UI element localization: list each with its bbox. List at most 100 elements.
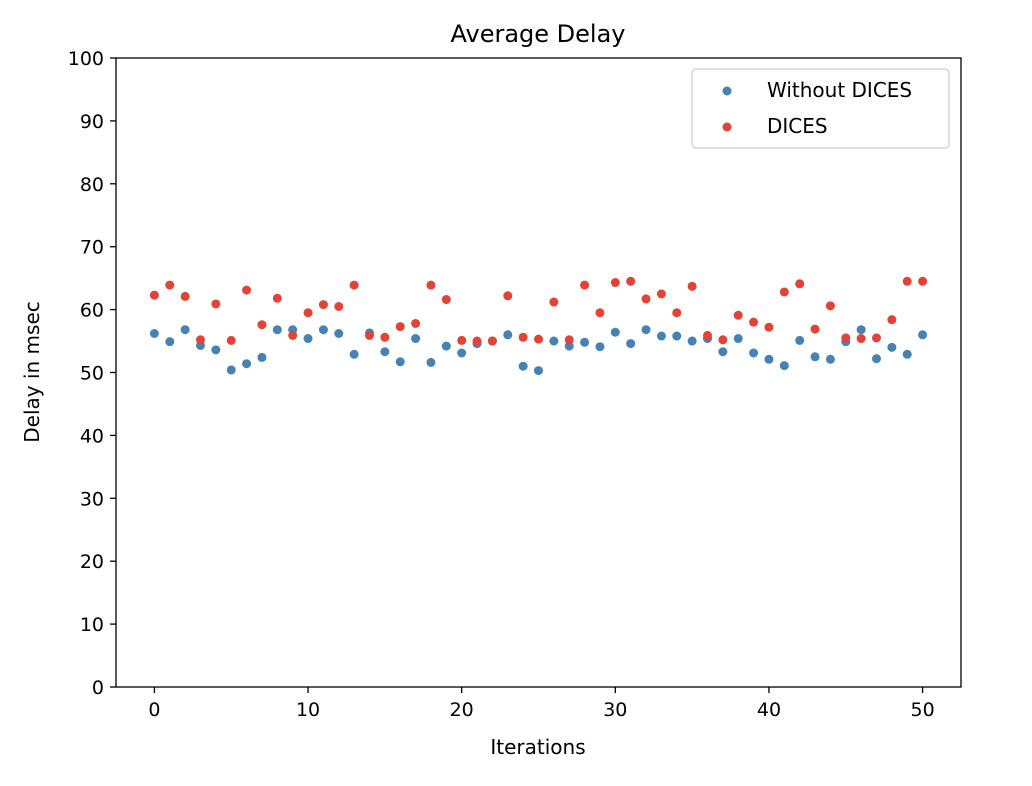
point-dices bbox=[426, 280, 436, 290]
y-axis: 0 10 20 30 40 50 60 70 80 90 100 bbox=[68, 48, 116, 699]
point-dices bbox=[656, 289, 666, 299]
point-dices bbox=[518, 332, 528, 342]
point-dices bbox=[687, 281, 697, 291]
point-without-dices bbox=[918, 330, 928, 340]
point-dices bbox=[825, 301, 835, 311]
point-without-dices bbox=[764, 354, 774, 364]
point-without-dices bbox=[872, 354, 881, 364]
point-dices bbox=[411, 318, 421, 328]
point-without-dices bbox=[887, 342, 897, 352]
x-axis-label: Iterations bbox=[490, 735, 585, 759]
point-dices bbox=[733, 310, 743, 320]
point-without-dices bbox=[687, 336, 697, 346]
point-without-dices bbox=[610, 327, 620, 337]
y-axis-label: Delay in msec bbox=[20, 301, 44, 443]
point-dices bbox=[457, 335, 467, 345]
point-dices bbox=[902, 276, 912, 286]
point-dices bbox=[672, 308, 682, 318]
point-dices bbox=[242, 285, 252, 295]
point-dices bbox=[841, 333, 851, 343]
point-without-dices bbox=[626, 339, 636, 349]
y-tick-label: 80 bbox=[80, 174, 104, 196]
x-axis: 0 10 20 30 40 50 bbox=[148, 687, 935, 721]
y-tick-label: 40 bbox=[80, 425, 104, 447]
point-without-dices bbox=[303, 334, 313, 344]
y-tick-label: 100 bbox=[68, 48, 104, 70]
point-without-dices bbox=[411, 334, 421, 344]
y-tick-label: 10 bbox=[80, 614, 104, 636]
point-without-dices bbox=[534, 366, 543, 376]
x-tick-label: 30 bbox=[603, 699, 627, 721]
point-dices bbox=[810, 324, 820, 334]
point-dices bbox=[795, 279, 805, 289]
point-dices bbox=[503, 291, 513, 301]
point-without-dices bbox=[810, 352, 820, 362]
point-dices bbox=[380, 332, 390, 342]
point-dices bbox=[872, 333, 881, 343]
point-dices bbox=[303, 308, 313, 318]
point-dices bbox=[165, 280, 175, 290]
point-without-dices bbox=[318, 325, 328, 335]
point-without-dices bbox=[180, 325, 190, 335]
point-without-dices bbox=[564, 341, 574, 351]
point-dices bbox=[349, 280, 359, 290]
point-without-dices bbox=[779, 361, 789, 371]
point-dices bbox=[595, 308, 605, 318]
point-without-dices bbox=[242, 359, 252, 369]
x-tick-label: 40 bbox=[757, 699, 781, 721]
y-tick-label: 50 bbox=[80, 363, 104, 385]
point-without-dices bbox=[749, 348, 759, 358]
y-tick-label: 70 bbox=[80, 237, 104, 259]
legend-frame bbox=[691, 68, 950, 149]
point-dices bbox=[472, 336, 482, 346]
point-dices bbox=[441, 295, 451, 305]
point-without-dices bbox=[902, 349, 912, 359]
point-dices bbox=[718, 335, 728, 345]
point-dices bbox=[764, 322, 774, 332]
point-without-dices bbox=[149, 329, 159, 339]
point-without-dices bbox=[503, 330, 513, 340]
point-without-dices bbox=[580, 337, 590, 347]
x-tick-label: 20 bbox=[450, 699, 474, 721]
point-without-dices bbox=[718, 347, 728, 357]
point-without-dices bbox=[672, 331, 682, 341]
point-without-dices bbox=[457, 348, 467, 358]
point-without-dices bbox=[426, 357, 436, 367]
point-dices bbox=[626, 276, 636, 286]
point-without-dices bbox=[272, 325, 282, 335]
point-without-dices bbox=[549, 336, 559, 346]
chart-title: Average Delay bbox=[450, 20, 625, 48]
point-dices bbox=[334, 301, 344, 311]
point-without-dices bbox=[733, 334, 743, 344]
point-without-dices bbox=[795, 335, 805, 345]
point-dices bbox=[610, 278, 620, 288]
y-tick-label: 20 bbox=[80, 551, 104, 573]
point-dices bbox=[779, 287, 789, 297]
point-dices bbox=[580, 280, 590, 290]
point-without-dices bbox=[257, 352, 267, 362]
point-without-dices bbox=[825, 354, 835, 364]
point-dices bbox=[887, 315, 897, 325]
point-dices bbox=[395, 322, 405, 332]
point-dices bbox=[749, 317, 759, 327]
point-dices bbox=[211, 299, 221, 309]
legend: Without DICES DICES bbox=[691, 68, 950, 149]
data-marks bbox=[149, 276, 928, 376]
point-dices bbox=[196, 335, 205, 345]
point-without-dices bbox=[518, 361, 528, 371]
point-without-dices bbox=[641, 325, 651, 335]
point-dices bbox=[549, 297, 559, 307]
point-without-dices bbox=[226, 365, 236, 375]
point-dices bbox=[272, 293, 282, 303]
point-without-dices bbox=[349, 349, 359, 359]
point-dices bbox=[288, 330, 298, 340]
point-without-dices bbox=[656, 331, 666, 341]
point-without-dices bbox=[165, 337, 175, 347]
y-tick-label: 60 bbox=[80, 300, 104, 322]
y-tick-label: 30 bbox=[80, 488, 104, 510]
point-dices bbox=[641, 294, 651, 304]
x-tick-label: 50 bbox=[910, 699, 934, 721]
point-without-dices bbox=[856, 325, 866, 335]
point-dices bbox=[918, 276, 928, 286]
